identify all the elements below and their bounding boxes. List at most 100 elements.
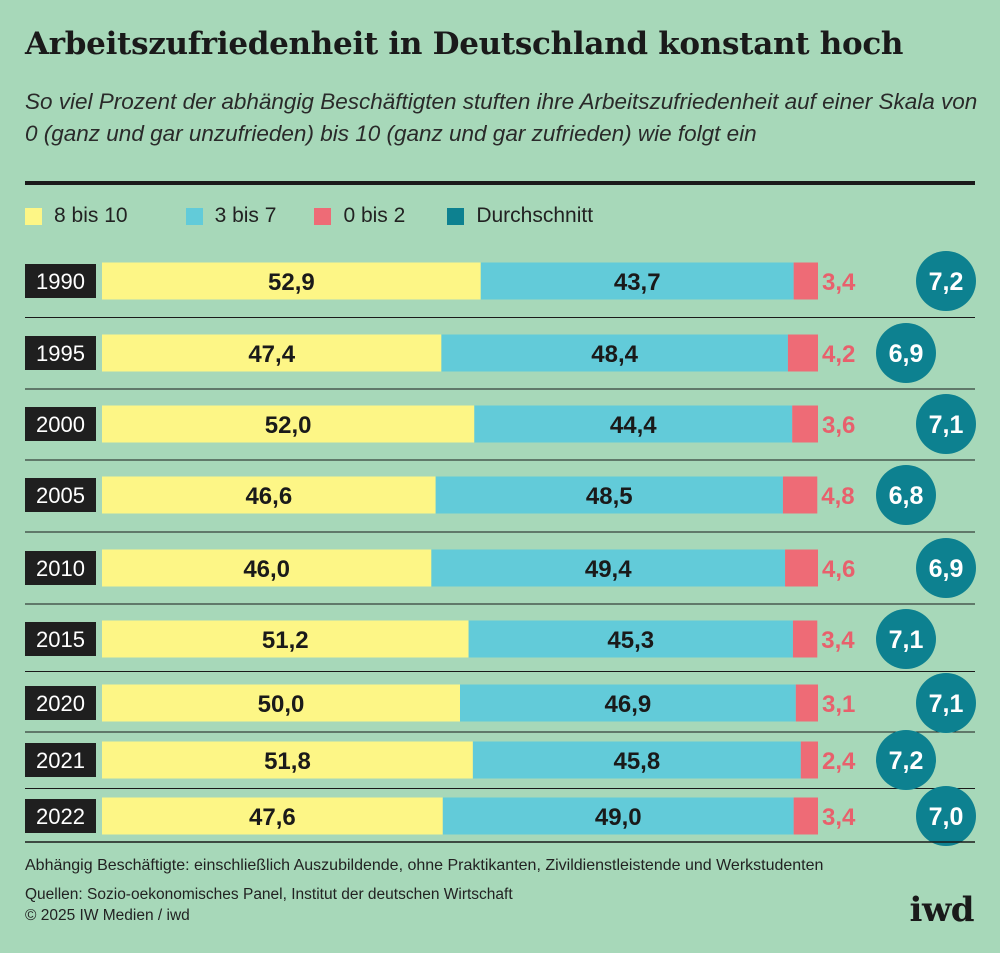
bar-segment-high bbox=[102, 741, 473, 779]
bar-segment-high bbox=[102, 549, 432, 587]
data-label-low: 3,4 bbox=[822, 269, 856, 296]
bar-segment-high bbox=[102, 620, 469, 658]
average-circle bbox=[876, 609, 936, 669]
chart-subtitle: So viel Prozent der abhängig Beschäftigt… bbox=[25, 89, 978, 146]
data-label-low: 4,6 bbox=[822, 556, 855, 583]
year-label-box bbox=[25, 622, 96, 656]
legend: 8 bis 10 3 bis 7 0 bis 2 Durchschnitt bbox=[25, 202, 633, 230]
data-label-high: 46,0 bbox=[243, 556, 290, 583]
legend-label-average: Durchschnitt bbox=[476, 204, 594, 227]
legend-swatch-high bbox=[25, 207, 42, 225]
legend-swatch-average bbox=[447, 207, 465, 225]
data-label-high: 51,8 bbox=[264, 748, 311, 775]
legend-label-mid: 3 bis 7 bbox=[214, 204, 277, 227]
bar-segment-mid bbox=[468, 620, 793, 658]
average-circle bbox=[876, 465, 936, 525]
legend-label-high: 8 bis 10 bbox=[54, 204, 128, 227]
average-label: 6,9 bbox=[889, 340, 924, 368]
average-label: 6,8 bbox=[889, 482, 924, 510]
data-label-low: 2,4 bbox=[822, 748, 856, 775]
average-label: 7,2 bbox=[929, 268, 964, 296]
data-label-mid: 46,9 bbox=[605, 691, 652, 718]
average-circle bbox=[876, 323, 936, 383]
bar-segment-mid bbox=[441, 334, 788, 372]
data-label-high: 47,4 bbox=[248, 341, 295, 368]
bar-segment-high bbox=[102, 684, 460, 722]
year-label: 2020 bbox=[36, 691, 85, 716]
year-label: 2010 bbox=[36, 556, 85, 581]
average-label: 7,0 bbox=[929, 803, 964, 831]
average-circle bbox=[916, 538, 976, 598]
year-label-box bbox=[25, 551, 96, 585]
bar-segment-mid bbox=[460, 684, 796, 722]
data-label-high: 47,6 bbox=[249, 804, 296, 831]
header-divider bbox=[25, 181, 975, 185]
copyright-note: © 2025 IW Medien / iwd bbox=[25, 907, 190, 924]
bar-segment-high bbox=[102, 476, 436, 514]
year-label-box bbox=[25, 799, 96, 833]
legend-label-low: 0 bis 2 bbox=[343, 204, 406, 227]
bar-segment-high bbox=[102, 262, 481, 300]
data-label-mid: 49,4 bbox=[585, 556, 632, 583]
average-circle bbox=[916, 673, 976, 733]
average-label: 7,2 bbox=[889, 747, 924, 775]
data-label-high: 52,9 bbox=[268, 269, 315, 296]
data-label-mid: 44,4 bbox=[610, 412, 657, 439]
average-circle bbox=[916, 251, 976, 311]
data-label-low: 4,2 bbox=[822, 341, 855, 368]
year-label: 1990 bbox=[36, 269, 85, 294]
year-label: 2000 bbox=[36, 412, 85, 437]
year-label: 2021 bbox=[36, 748, 85, 773]
bar-segment-low bbox=[785, 549, 818, 587]
bar-segment-low bbox=[782, 476, 818, 514]
average-label: 6,9 bbox=[929, 555, 964, 583]
bar-segment-mid bbox=[442, 797, 794, 835]
bar-segment-high bbox=[102, 797, 443, 835]
data-label-low: 3,6 bbox=[822, 412, 855, 439]
data-label-low: 3,4 bbox=[822, 804, 856, 831]
legend-item-low: 0 bis 2 bbox=[314, 204, 405, 228]
legend-item-mid: 3 bis 7 bbox=[185, 204, 277, 228]
data-label-mid: 48,4 bbox=[591, 341, 638, 368]
data-label-high: 50,0 bbox=[258, 691, 305, 718]
average-circle bbox=[916, 786, 976, 846]
year-label-box bbox=[25, 478, 96, 512]
average-label: 7,1 bbox=[929, 690, 964, 718]
bar-segment-low bbox=[793, 797, 818, 835]
data-label-low: 3,4 bbox=[821, 627, 855, 654]
iwd-logo: iwd bbox=[909, 890, 975, 930]
year-label-box bbox=[25, 743, 96, 777]
year-label: 2005 bbox=[36, 483, 85, 508]
average-label: 7,1 bbox=[929, 411, 964, 439]
year-label-box bbox=[25, 407, 96, 441]
legend-swatch-mid bbox=[185, 207, 203, 225]
data-label-high: 52,0 bbox=[265, 412, 312, 439]
bar-segment-low bbox=[795, 684, 818, 722]
bar-segment-high bbox=[102, 405, 475, 443]
data-label-mid: 45,3 bbox=[607, 627, 654, 654]
average-label: 7,1 bbox=[889, 626, 924, 654]
source-note: Quellen: Sozio-oekonomisches Panel, Inst… bbox=[25, 886, 513, 903]
bar-segment-low bbox=[793, 262, 818, 300]
legend-item-high: 8 bis 10 bbox=[25, 204, 128, 228]
bar-segment-low bbox=[800, 741, 818, 779]
data-label-low: 3,1 bbox=[822, 691, 855, 718]
data-label-mid: 43,7 bbox=[614, 269, 661, 296]
average-circle bbox=[916, 394, 976, 454]
bar-segment-low bbox=[787, 334, 818, 372]
average-circle bbox=[876, 730, 936, 790]
footnote: Abhängig Beschäftigte: einschließlich Au… bbox=[25, 857, 824, 874]
year-label: 2022 bbox=[36, 804, 85, 829]
bar-segment-mid bbox=[435, 476, 783, 514]
data-label-high: 51,2 bbox=[262, 627, 309, 654]
bar-segment-mid bbox=[474, 405, 793, 443]
data-label-high: 46,6 bbox=[245, 483, 292, 510]
bar-segment-mid bbox=[472, 741, 801, 779]
bar-segment-mid bbox=[431, 549, 786, 587]
year-label: 1995 bbox=[36, 341, 85, 366]
bar-segment-high bbox=[102, 334, 442, 372]
year-label: 2015 bbox=[36, 627, 85, 652]
bar-segment-mid bbox=[480, 262, 794, 300]
year-label-box bbox=[25, 336, 96, 370]
